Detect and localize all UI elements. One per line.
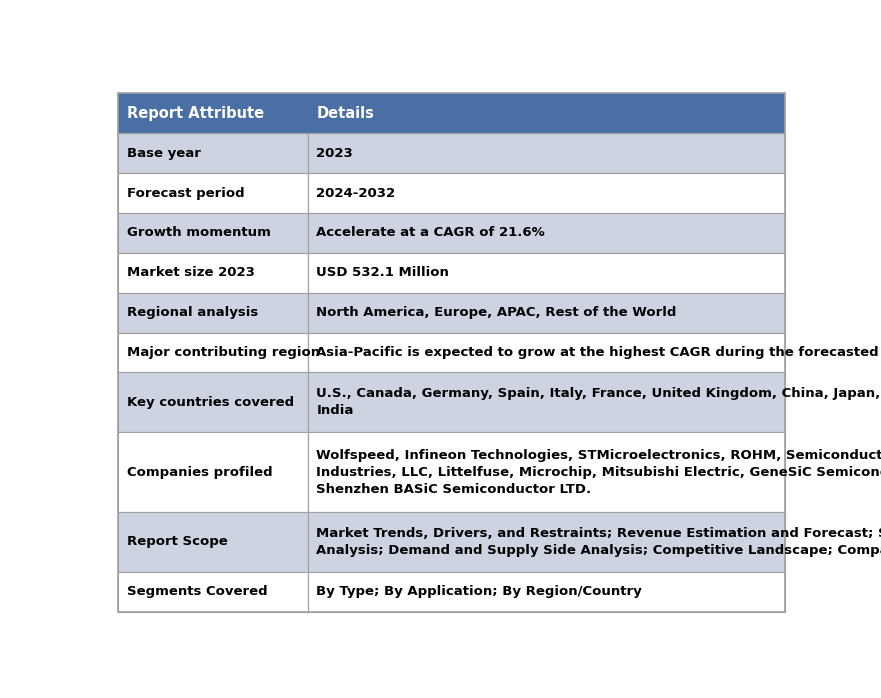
Text: 2024-2032: 2024-2032: [316, 186, 396, 200]
Text: Market Trends, Drivers, and Restraints; Revenue Estimation and Forecast; Segment: Market Trends, Drivers, and Restraints; …: [316, 527, 881, 540]
Text: India: India: [316, 404, 354, 417]
Text: Companies profiled: Companies profiled: [127, 466, 272, 479]
Bar: [118, 292, 308, 332]
Bar: [118, 332, 308, 373]
Bar: [308, 133, 785, 173]
Text: Forecast period: Forecast period: [127, 186, 244, 200]
Bar: [118, 173, 308, 213]
Text: By Type; By Application; By Region/Country: By Type; By Application; By Region/Count…: [316, 585, 642, 598]
Text: Analysis; Demand and Supply Side Analysis; Competitive Landscape; Company Profil: Analysis; Demand and Supply Side Analysi…: [316, 544, 881, 557]
Text: Details: Details: [316, 106, 374, 121]
Text: Base year: Base year: [127, 147, 200, 160]
Bar: [118, 373, 308, 432]
Text: U.S., Canada, Germany, Spain, Italy, France, United Kingdom, China, Japan, Austr: U.S., Canada, Germany, Spain, Italy, Fra…: [316, 387, 881, 401]
Bar: [308, 173, 785, 213]
Text: Wolfspeed, Infineon Technologies, STMicroelectronics, ROHM, Semiconductor Compon: Wolfspeed, Infineon Technologies, STMicr…: [316, 449, 881, 461]
Text: Accelerate at a CAGR of 21.6%: Accelerate at a CAGR of 21.6%: [316, 226, 545, 239]
Text: 2023: 2023: [316, 147, 353, 160]
Bar: [308, 572, 785, 611]
Bar: [118, 94, 785, 133]
Bar: [118, 253, 308, 292]
Text: Growth momentum: Growth momentum: [127, 226, 270, 239]
Bar: [308, 332, 785, 373]
Bar: [308, 213, 785, 253]
Bar: [118, 213, 308, 253]
Bar: [118, 133, 308, 173]
Text: Report Scope: Report Scope: [127, 535, 227, 549]
Bar: [308, 373, 785, 432]
Bar: [118, 432, 308, 512]
Bar: [308, 432, 785, 512]
Text: Asia-Pacific is expected to grow at the highest CAGR during the forecasted perio: Asia-Pacific is expected to grow at the …: [316, 346, 881, 359]
Text: Market size 2023: Market size 2023: [127, 266, 255, 279]
Text: North America, Europe, APAC, Rest of the World: North America, Europe, APAC, Rest of the…: [316, 306, 677, 319]
Bar: [308, 512, 785, 572]
Bar: [308, 292, 785, 332]
Text: Segments Covered: Segments Covered: [127, 585, 267, 598]
Text: USD 532.1 Million: USD 532.1 Million: [316, 266, 449, 279]
Text: Major contributing region: Major contributing region: [127, 346, 320, 359]
Bar: [118, 572, 308, 611]
Text: Key countries covered: Key countries covered: [127, 396, 293, 409]
Text: Regional analysis: Regional analysis: [127, 306, 258, 319]
Text: Industries, LLC, Littelfuse, Microchip, Mitsubishi Electric, GeneSiC Semiconduct: Industries, LLC, Littelfuse, Microchip, …: [316, 466, 881, 479]
Bar: [118, 512, 308, 572]
Bar: [308, 253, 785, 292]
Text: Shenzhen BASiC Semiconductor LTD.: Shenzhen BASiC Semiconductor LTD.: [316, 482, 591, 496]
Text: Report Attribute: Report Attribute: [127, 106, 263, 121]
